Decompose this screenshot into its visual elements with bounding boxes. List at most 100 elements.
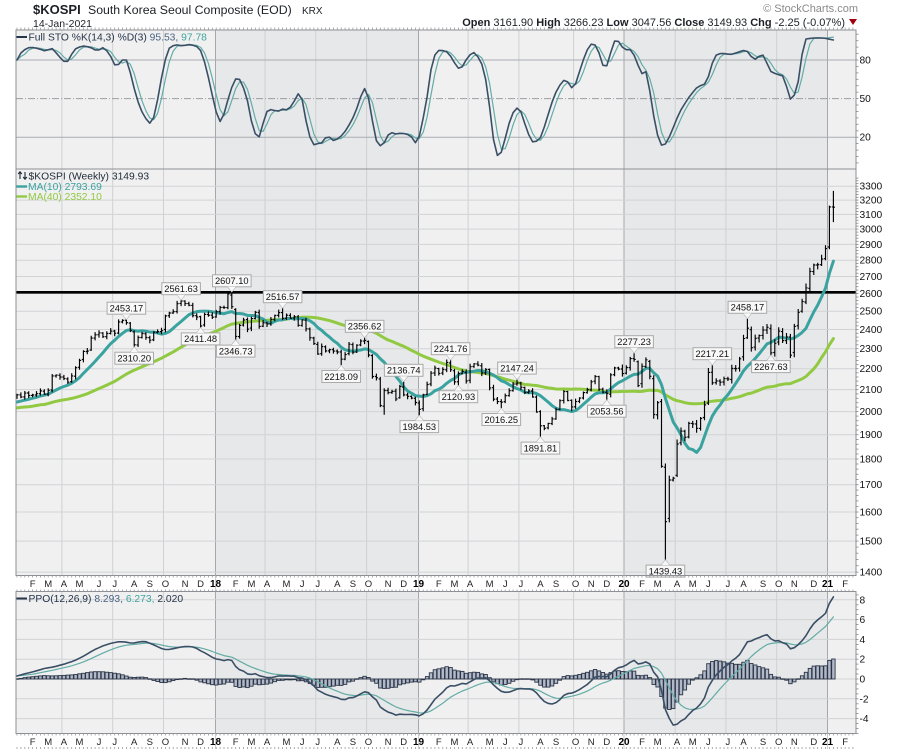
svg-text:O: O [775,579,782,590]
svg-text:2900: 2900 [860,240,883,251]
svg-text:19: 19 [413,737,425,748]
svg-text:2267.63: 2267.63 [754,362,788,372]
svg-text:A: A [740,737,747,748]
svg-text:2310.20: 2310.20 [117,354,151,364]
svg-text:M: M [247,737,255,748]
svg-text:M: M [44,579,52,590]
svg-text:KRX: KRX [302,6,323,17]
svg-text:M: M [486,579,494,590]
svg-text:A: A [537,737,544,748]
svg-text:J: J [706,579,711,590]
svg-text:M: M [44,737,52,748]
svg-text:3200: 3200 [860,196,883,207]
svg-text:J: J [300,737,305,748]
svg-text:2607.10: 2607.10 [215,276,249,286]
svg-text:M: M [654,737,662,748]
svg-text:2400: 2400 [860,325,883,336]
svg-text:4: 4 [860,635,866,646]
svg-text:D: D [197,579,204,590]
svg-text:J: J [519,737,524,748]
svg-text:1800: 1800 [860,455,883,466]
svg-text:2561.63: 2561.63 [164,284,198,294]
svg-text:F: F [233,579,239,590]
svg-text:N: N [791,579,798,590]
svg-text:2120.93: 2120.93 [442,392,476,402]
svg-text:O: O [775,737,782,748]
svg-text:N: N [385,579,392,590]
svg-text:D: D [810,579,817,590]
svg-text:2016.25: 2016.25 [484,415,518,425]
svg-text:2600: 2600 [860,289,883,300]
svg-text:2147.24: 2147.24 [500,363,534,373]
svg-text:2277.23: 2277.23 [617,337,651,347]
svg-text:J: J [706,737,711,748]
svg-text:MA(10) 2793.69: MA(10) 2793.69 [28,182,102,193]
svg-text:21: 21 [822,579,834,590]
svg-text:O: O [162,737,169,748]
svg-text:J: J [726,737,731,748]
svg-text:M: M [689,737,697,748]
svg-text:F: F [436,579,442,590]
svg-text:2218.09: 2218.09 [324,372,358,382]
svg-text:A: A [740,579,747,590]
svg-text:N: N [588,579,595,590]
svg-text:20: 20 [860,133,872,144]
svg-text:A: A [131,579,138,590]
svg-text:1400: 1400 [860,568,883,579]
svg-text:2: 2 [860,655,866,666]
svg-text:J: J [112,737,117,748]
svg-text:D: D [400,579,407,590]
svg-text:-4: -4 [860,714,869,725]
svg-text:A: A [61,737,68,748]
svg-text:J: J [97,737,102,748]
svg-text:F: F [436,737,442,748]
svg-text:D: D [603,579,610,590]
svg-text:S: S [553,579,559,590]
svg-text:M: M [283,579,291,590]
svg-text:PPO(12,26,9) 8.293, 6.273, 2.0: PPO(12,26,9) 8.293, 6.273, 2.020 [29,594,184,605]
svg-text:S: S [760,579,766,590]
svg-text:M: M [451,579,459,590]
svg-text:1984.53: 1984.53 [402,422,436,432]
svg-text:A: A [264,579,271,590]
svg-text:© StockCharts.com: © StockCharts.com [763,3,858,15]
svg-text:J: J [97,579,102,590]
svg-text:D: D [810,737,817,748]
svg-text:Open 3161.90 High 3266.23 Low: Open 3161.90 High 3266.23 Low 3047.56 Cl… [462,17,845,29]
svg-text:N: N [791,737,798,748]
svg-text:A: A [131,737,138,748]
svg-text:18: 18 [210,737,222,748]
svg-text:F: F [30,579,36,590]
svg-text:A: A [674,579,681,590]
svg-text:M: M [654,579,662,590]
svg-text:80: 80 [860,56,872,67]
svg-text:O: O [365,579,372,590]
svg-text:N: N [588,737,595,748]
svg-text:MA(40) 2352.10: MA(40) 2352.10 [28,192,102,203]
svg-text:2300: 2300 [860,344,883,355]
svg-text:J: J [300,579,305,590]
svg-text:1700: 1700 [860,480,883,491]
svg-text:1891.81: 1891.81 [524,443,558,453]
svg-text:2136.74: 2136.74 [387,366,421,376]
svg-text:-2: -2 [860,694,869,705]
svg-text:N: N [385,737,392,748]
svg-text:2700: 2700 [860,272,883,283]
svg-text:A: A [467,579,474,590]
svg-text:F: F [842,737,848,748]
svg-text:J: J [315,737,320,748]
svg-text:0: 0 [860,675,866,686]
svg-text:S: S [350,579,356,590]
svg-text:O: O [572,737,579,748]
svg-text:21: 21 [822,737,834,748]
svg-text:O: O [572,579,579,590]
svg-text:2800: 2800 [860,256,883,267]
svg-text:2053.56: 2053.56 [590,407,624,417]
svg-text:O: O [162,579,169,590]
svg-text:A: A [334,737,341,748]
svg-text:2356.62: 2356.62 [348,322,382,332]
svg-text:2241.76: 2241.76 [434,344,468,354]
svg-text:A: A [674,737,681,748]
svg-text:J: J [503,579,508,590]
svg-text:O: O [365,737,372,748]
